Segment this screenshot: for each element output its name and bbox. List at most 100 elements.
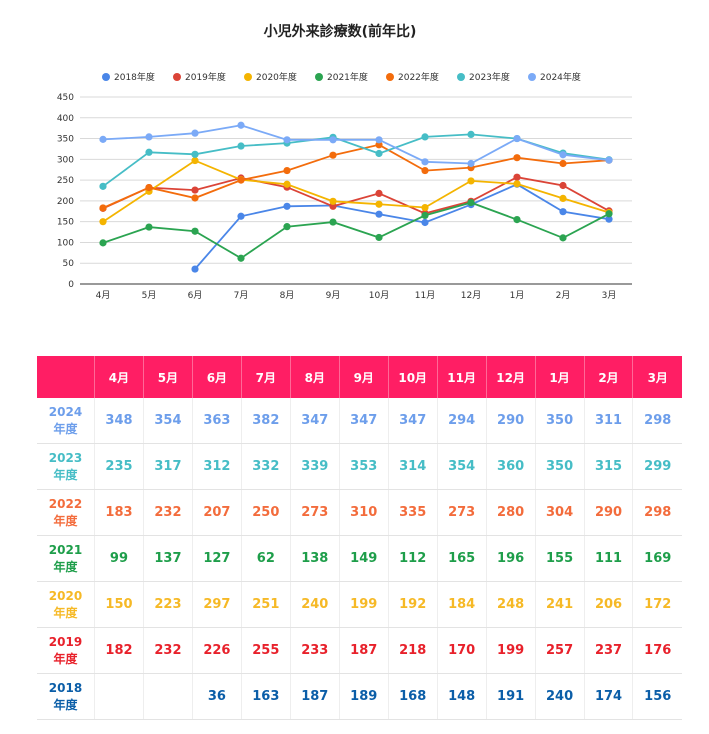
table-cell: 168 xyxy=(387,673,438,720)
data-point xyxy=(191,150,199,158)
row-label: 2020 年度 xyxy=(37,581,95,628)
table-cell: 163 xyxy=(240,673,291,720)
legend-marker xyxy=(457,73,465,81)
row-label: 2024 年度 xyxy=(37,398,95,444)
x-tick-label: 6月 xyxy=(188,290,203,301)
series-line xyxy=(102,124,610,165)
table-row: 2024 年度 348 354 363 382 347 347 347 294 290 350 311 2… xyxy=(37,398,682,444)
series-line xyxy=(102,143,610,209)
table-cell: 172 xyxy=(632,581,682,628)
y-tick-label: 50 xyxy=(63,259,75,269)
row-label: 2018 年度 xyxy=(37,673,95,720)
series-line xyxy=(194,183,610,270)
table-cell: 332 xyxy=(240,443,291,490)
table-cell: 312 xyxy=(191,443,242,490)
data-point xyxy=(559,194,567,202)
data-point xyxy=(605,156,613,164)
table-cell: 174 xyxy=(583,673,633,720)
legend-label: 2018年度 xyxy=(114,71,155,83)
table-cell: 280 xyxy=(485,489,536,536)
table-cell: 382 xyxy=(240,398,291,444)
data-point xyxy=(421,133,429,141)
x-tick-label: 11月 xyxy=(415,290,435,301)
table-cell: 191 xyxy=(485,673,536,720)
table-cell: 170 xyxy=(436,627,487,674)
data-point xyxy=(145,223,153,231)
legend-marker xyxy=(102,73,110,81)
x-tick-label: 4月 xyxy=(96,290,111,301)
table-header-row: 4月 5月 6月 7月 8月 9月 10月 11月 12月 1月 2月 3月 xyxy=(37,356,682,398)
data-point xyxy=(99,204,107,212)
table-cell: 207 xyxy=(191,489,242,536)
data-point xyxy=(283,223,291,231)
table-cell: 250 xyxy=(240,489,291,536)
table-cell: 189 xyxy=(338,673,389,720)
data-point xyxy=(421,166,429,175)
x-axis: 4月 5月 6月 7月 8月 9月 10月 11月 12月 1月 2月 3月 xyxy=(96,290,617,301)
table-row: 2020 年度 150 223 297 251 240 199 192 184 248 241 206 1… xyxy=(37,581,682,628)
table-cell: 335 xyxy=(387,489,438,536)
data-point xyxy=(513,134,521,143)
table-cell: 206 xyxy=(583,581,633,628)
data-point xyxy=(559,234,567,242)
table-cell: 310 xyxy=(338,489,389,536)
table-cell: 226 xyxy=(191,627,242,674)
x-tick-label: 5月 xyxy=(142,290,157,301)
legend-label: 2024年度 xyxy=(540,71,581,83)
legend-marker xyxy=(528,73,536,81)
table-header-cell: 9月 xyxy=(338,356,389,398)
table-cell xyxy=(142,673,193,720)
table-cell: 199 xyxy=(338,581,389,628)
table-cell: 294 xyxy=(436,398,487,444)
row-label: 2023 年度 xyxy=(37,443,95,490)
data-point xyxy=(513,173,521,181)
table-row: 2018 年度 36 163 187 189 168 148 191 240 174 156 xyxy=(37,673,682,720)
data-point xyxy=(375,233,383,242)
table-cell: 138 xyxy=(289,535,340,582)
y-tick-label: 150 xyxy=(57,218,74,228)
row-label: 2021 年度 xyxy=(37,535,95,582)
table-cell: 339 xyxy=(289,443,340,490)
data-point xyxy=(421,158,429,166)
table-body: 2024 年度 348 354 363 382 347 347 347 294 290 350 311 2… xyxy=(37,398,682,720)
data-point xyxy=(191,156,199,165)
row-label: 2022 年度 xyxy=(37,489,95,536)
data-point xyxy=(283,166,291,175)
table-row: 2023 年度 235 317 312 332 339 353 314 354 360 350 315 2… xyxy=(37,443,682,490)
table-cell: 347 xyxy=(289,398,340,444)
data-point xyxy=(191,129,199,137)
table-cell: 218 xyxy=(387,627,438,674)
series-2020年度 xyxy=(99,156,613,226)
data-point xyxy=(145,133,153,141)
table-cell: 156 xyxy=(632,673,682,720)
data-point xyxy=(237,142,245,150)
table-cell: 317 xyxy=(142,443,193,490)
data-point xyxy=(421,211,429,220)
data-point xyxy=(145,148,153,156)
x-tick-label: 2月 xyxy=(556,290,571,301)
data-point xyxy=(605,210,613,218)
data-point xyxy=(513,215,521,224)
data-point xyxy=(329,151,337,159)
table-cell: 112 xyxy=(387,535,438,582)
table-cell: 353 xyxy=(338,443,389,490)
table-cell: 187 xyxy=(289,673,340,720)
data-point xyxy=(99,239,107,247)
data-point xyxy=(329,202,337,210)
y-tick-label: 300 xyxy=(57,155,74,165)
data-point xyxy=(99,218,107,226)
data-point xyxy=(467,198,475,207)
data-point xyxy=(605,215,613,223)
data-point xyxy=(191,194,199,202)
y-axis: 0 50 100 150 200 250 300 350 400 450 xyxy=(57,93,74,290)
legend-marker xyxy=(386,73,394,81)
data-point xyxy=(375,149,383,158)
table-header-cell: 11月 xyxy=(436,356,487,398)
data-point xyxy=(375,189,383,198)
data-point xyxy=(237,176,245,184)
y-tick-label: 200 xyxy=(57,197,74,207)
table-cell: 184 xyxy=(436,581,487,628)
table-cell: 363 xyxy=(191,398,242,444)
table-cell: 347 xyxy=(387,398,438,444)
y-tick-label: 0 xyxy=(68,280,74,290)
